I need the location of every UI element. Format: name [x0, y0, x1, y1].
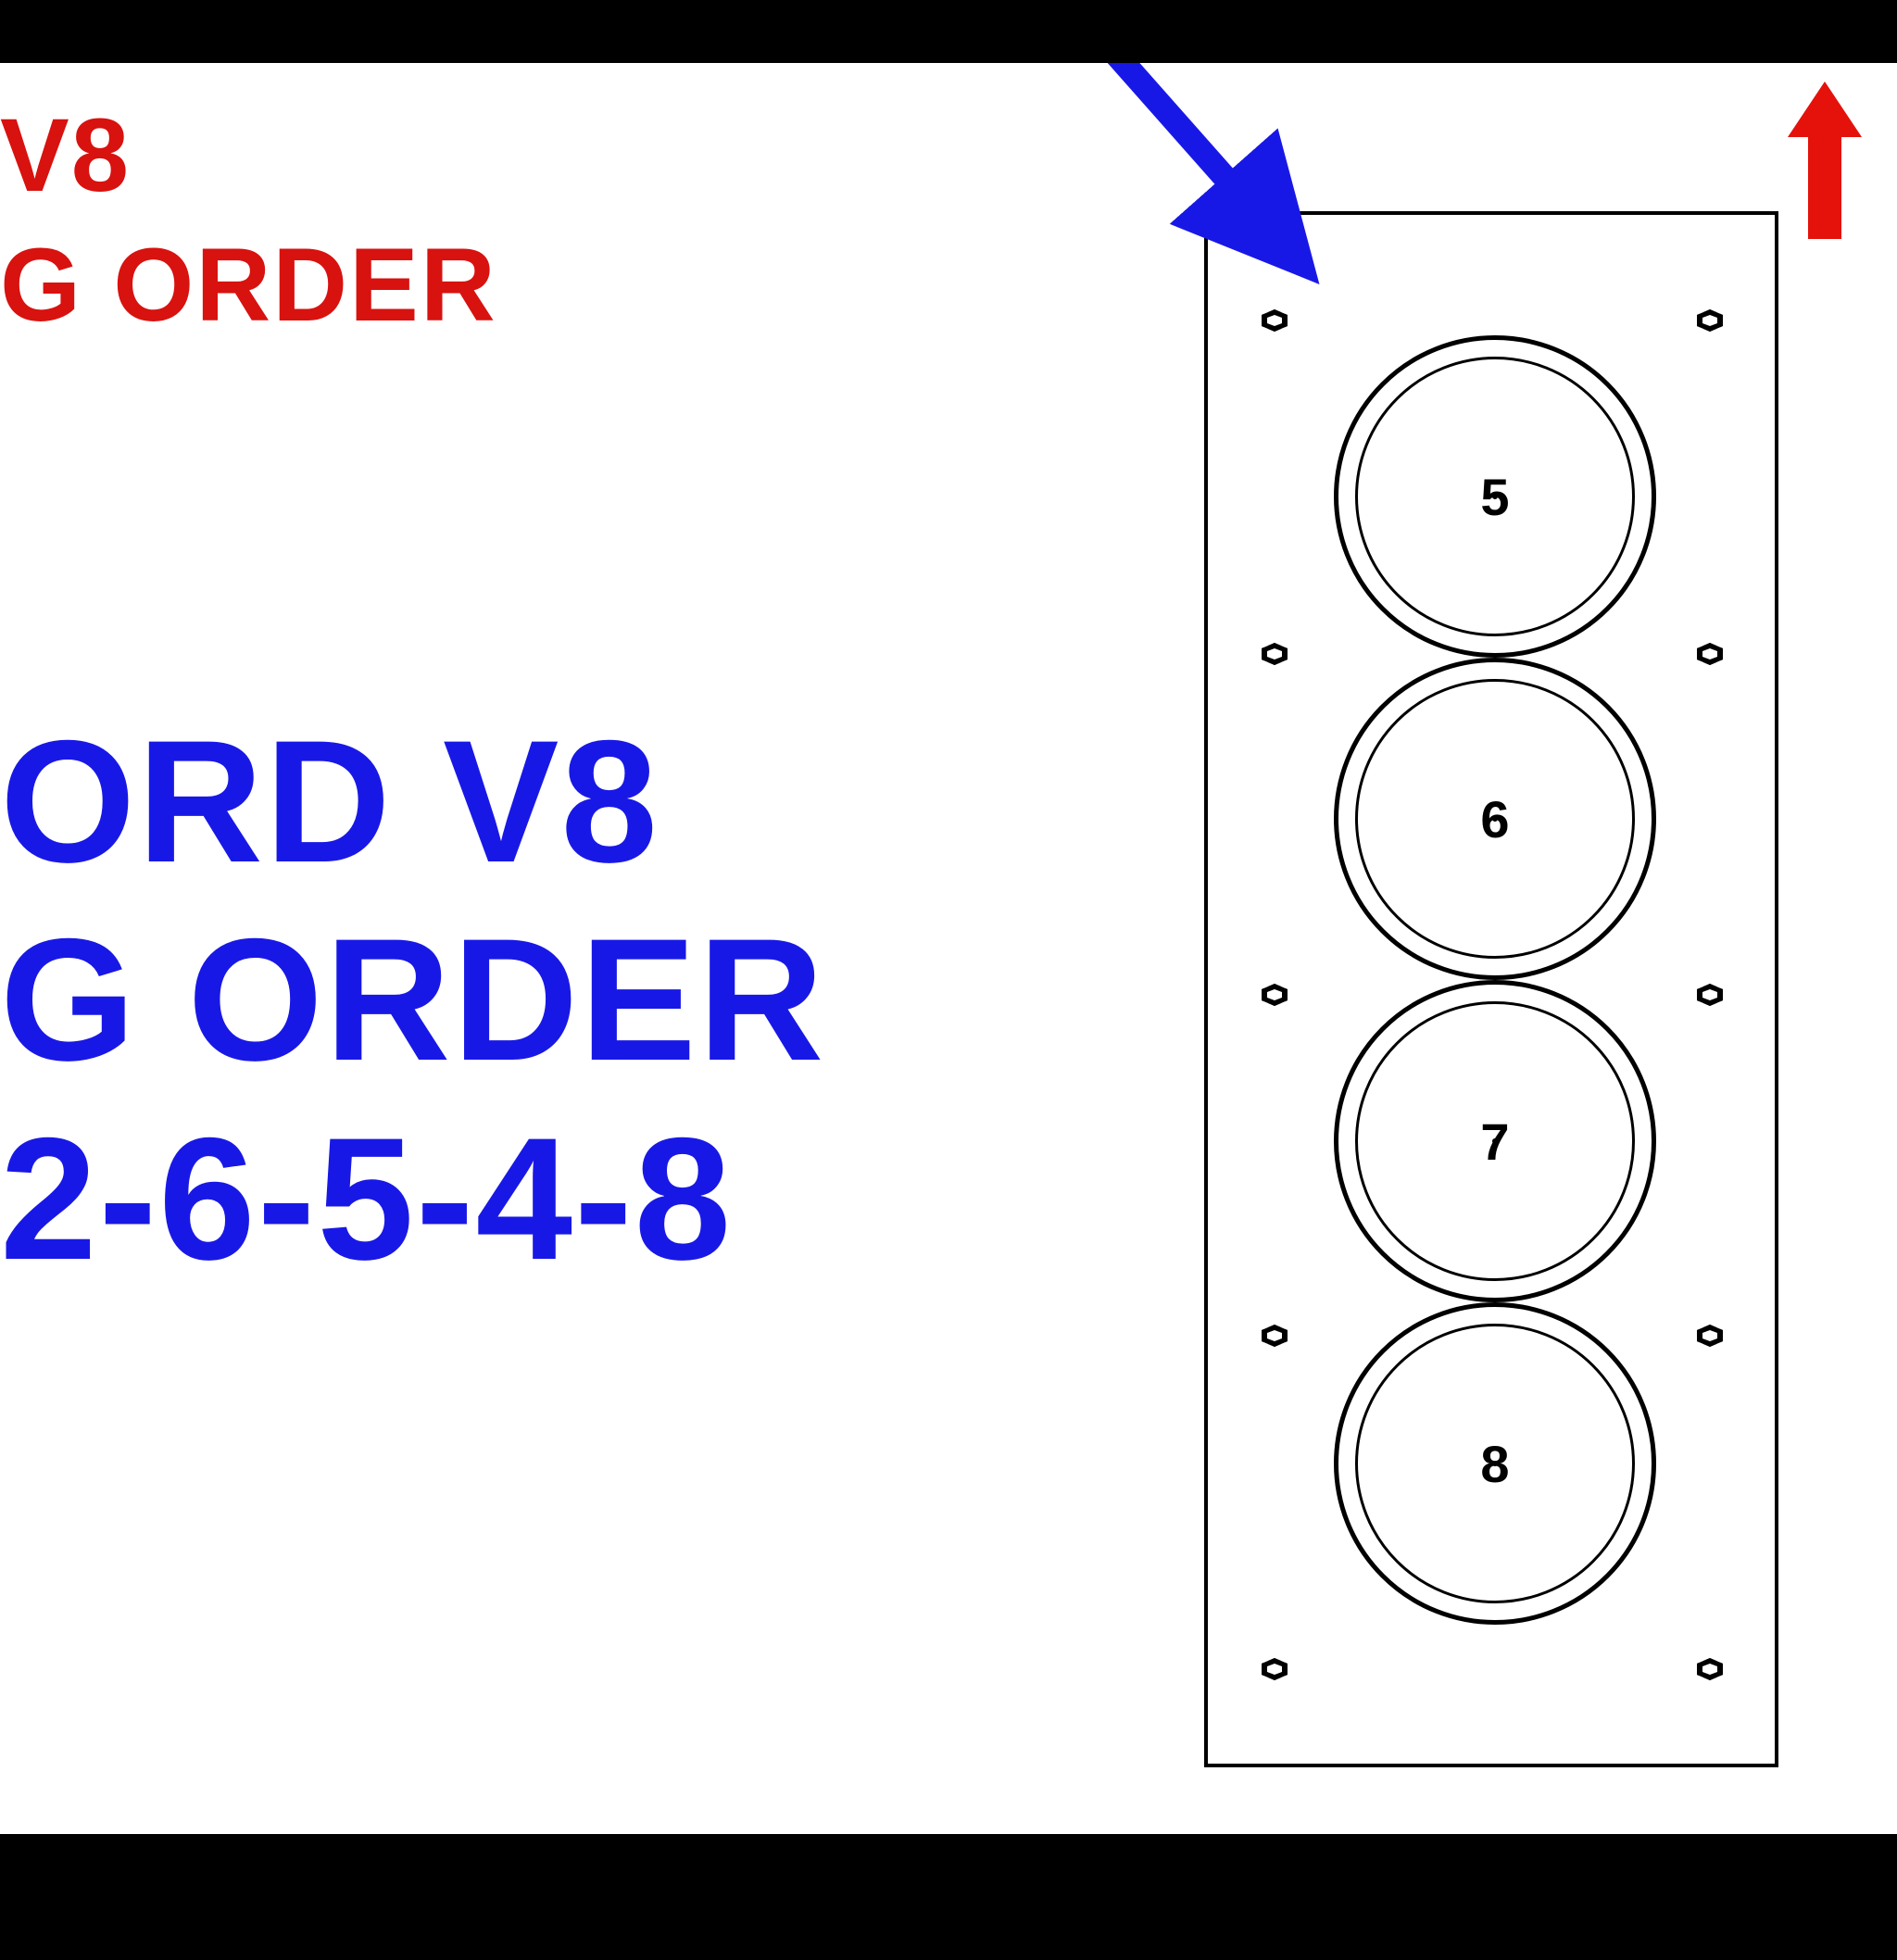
- title-blue-line-1: ORD V8: [0, 702, 825, 900]
- cylinder-label: 6: [1480, 789, 1509, 849]
- head-bolt: [1262, 643, 1288, 665]
- front-direction-arrow-icon: [1788, 82, 1862, 239]
- cylinder-label: 8: [1480, 1434, 1509, 1494]
- title-blue-line-2: G ORDER: [0, 900, 825, 1099]
- cylinder-7: 7: [1334, 980, 1656, 1302]
- title-red-line-1: V8: [0, 91, 497, 220]
- head-bolt: [1697, 643, 1723, 665]
- title-red: V8 G ORDER: [0, 91, 497, 350]
- head-bolt: [1262, 1658, 1288, 1680]
- cylinder-label: 7: [1480, 1112, 1509, 1172]
- cylinder-6: 6: [1334, 658, 1656, 980]
- cylinder-5: 5: [1334, 335, 1656, 658]
- title-red-line-2: G ORDER: [0, 220, 497, 350]
- head-bolt: [1262, 984, 1288, 1006]
- engine-block: 5 6 7 8: [1204, 211, 1778, 1767]
- head-bolt: [1697, 984, 1723, 1006]
- head-bolt: [1262, 1325, 1288, 1347]
- cylinder-label: 5: [1480, 467, 1509, 527]
- title-blue-line-3: 2-6-5-4-8: [0, 1099, 825, 1298]
- head-bolt: [1697, 1325, 1723, 1347]
- head-bolt: [1697, 309, 1723, 332]
- diagram-canvas: V8 G ORDER ORD V8 G ORDER 2-6-5-4-8 5 6 7 8: [0, 63, 1897, 1834]
- head-bolt: [1262, 309, 1288, 332]
- head-bolt: [1697, 1658, 1723, 1680]
- cylinder-8: 8: [1334, 1302, 1656, 1625]
- title-blue: ORD V8 G ORDER 2-6-5-4-8: [0, 702, 825, 1298]
